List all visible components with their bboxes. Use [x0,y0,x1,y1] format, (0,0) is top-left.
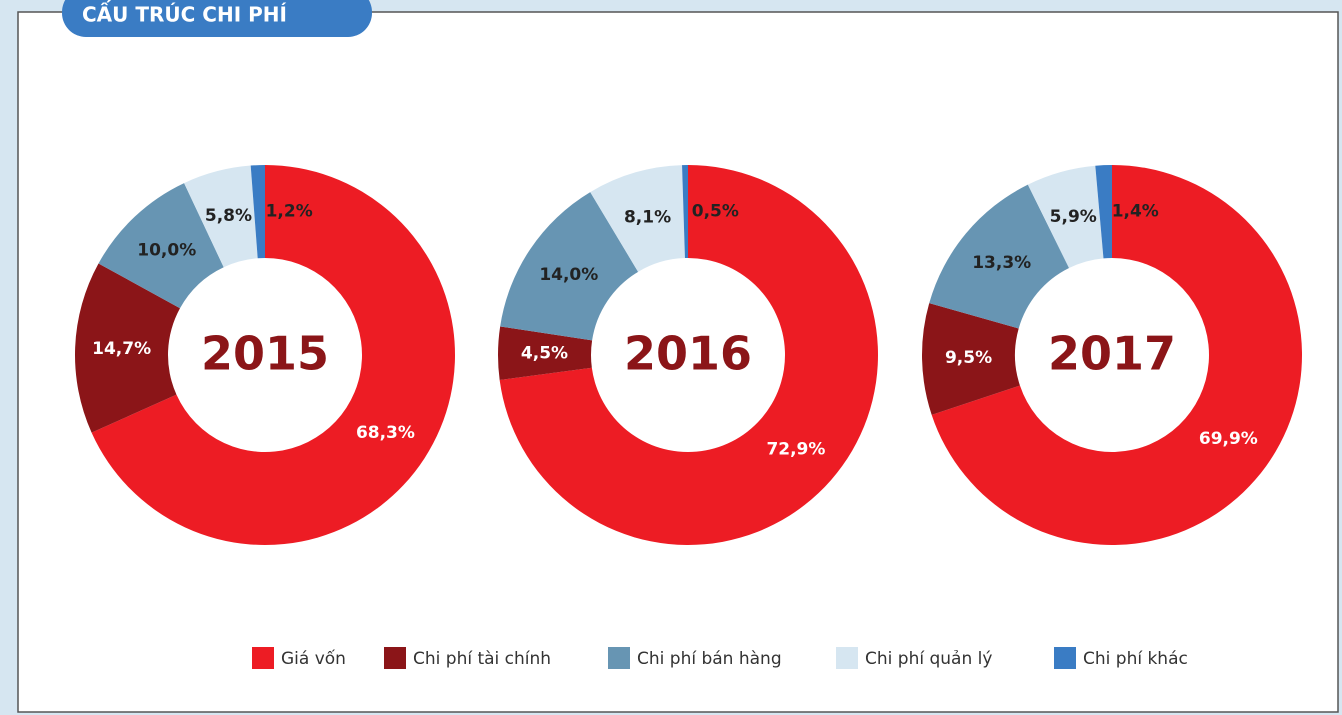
donut-slice [74,263,180,433]
value-label: 8,1% [624,207,671,227]
donut-slice [1027,165,1104,269]
donut-slice [500,192,639,341]
title-pill [62,0,372,37]
donut-slice [499,165,878,545]
panel [17,11,1339,713]
value-label: 1,4% [1112,202,1159,222]
value-label: 72,9% [766,440,825,460]
value-label: 1,2% [266,202,313,222]
donut-slice [91,165,456,545]
donut-slice [1095,165,1112,259]
legend-label: Chi phí quản lý [865,649,992,669]
legend-label: Chi phí tài chính [413,649,551,669]
legend-label: Chi phí khác [1083,649,1188,669]
value-label: 9,5% [945,348,992,368]
value-label: 68,3% [356,423,415,443]
donut-slice [922,303,1020,415]
value-label: 10,0% [137,240,196,260]
donut-slice [498,326,593,380]
value-label: 0,5% [692,202,739,222]
center-label: 2017 [1048,327,1176,381]
donut-slice [682,165,688,259]
value-label: 13,3% [972,253,1031,273]
value-label: 5,8% [205,206,252,226]
legend-swatch [608,647,630,669]
legend-swatch [1054,647,1076,669]
center-label: 2015 [201,327,329,381]
donut-slice [250,165,265,259]
donut-slice [98,183,224,309]
value-label: 14,0% [539,265,598,285]
donut-slice [590,165,685,272]
value-label: 5,9% [1050,207,1097,227]
legend-swatch [836,647,858,669]
value-label: 4,5% [521,344,568,364]
value-label: 69,9% [1199,429,1258,449]
legend-label: Chi phí bán hàng [637,649,782,669]
legend-swatch [384,647,406,669]
legend-swatch [252,647,274,669]
donut-slice [184,165,258,268]
legend-label: Giá vốn [281,648,346,669]
center-label: 2016 [624,327,752,381]
donut-slice [929,184,1070,329]
chart-title: CẤU TRÚC CHI PHÍ [82,1,287,27]
value-label: 14,7% [92,339,151,359]
donut-slice [931,165,1303,546]
